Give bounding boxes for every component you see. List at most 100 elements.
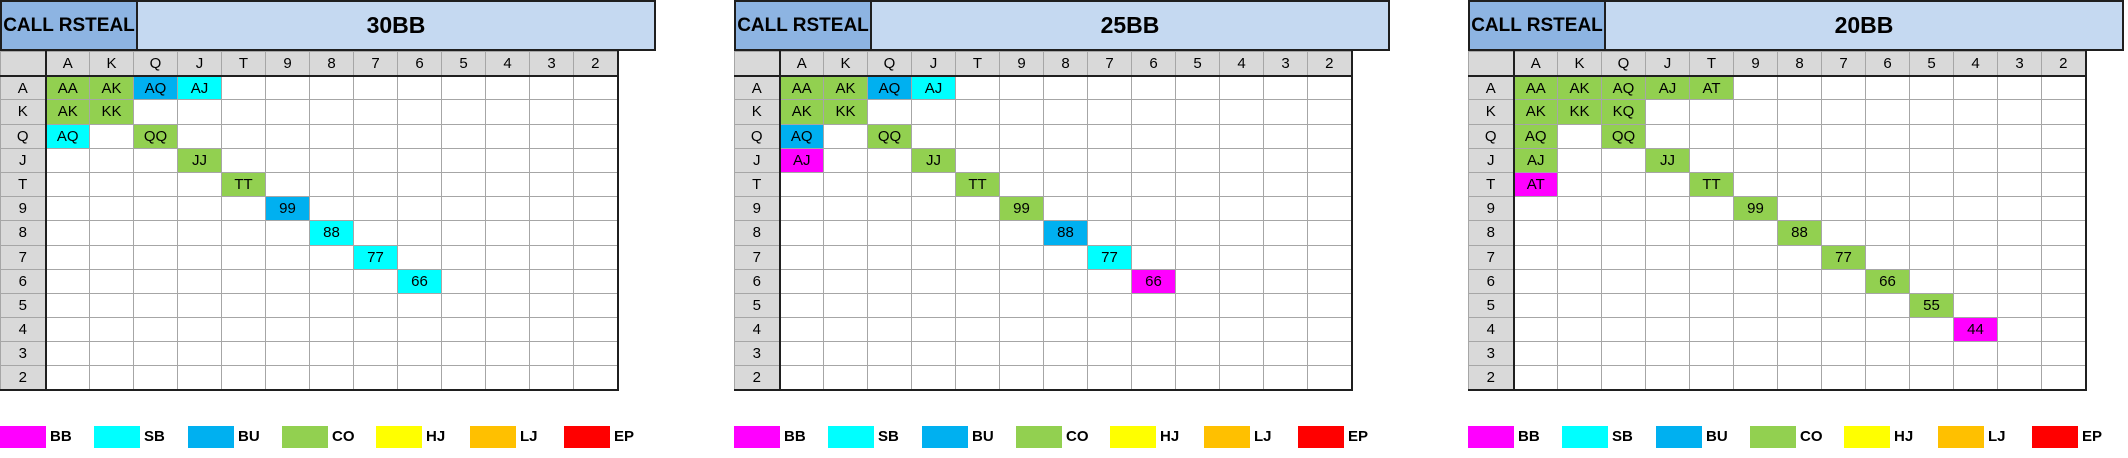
grid-row: 8 88 xyxy=(734,220,1353,246)
empty-cell xyxy=(1689,99,1734,125)
empty-cell xyxy=(133,147,178,173)
empty-cell xyxy=(2041,147,2087,173)
grid-row: K AK KK KQ xyxy=(1468,99,2087,125)
grid-row: 2 xyxy=(1468,365,2087,392)
row-header: 4 xyxy=(734,317,781,343)
empty-cell xyxy=(1953,147,1998,173)
empty-cell xyxy=(45,220,90,246)
legend-label-bu: BU xyxy=(238,428,260,445)
empty-cell xyxy=(1263,292,1308,319)
hand-cell-jj: JJ xyxy=(911,147,956,173)
empty-cell xyxy=(1777,268,1822,294)
hand-cell-aj: AJ xyxy=(1645,75,1690,101)
empty-cell xyxy=(1953,341,1998,367)
empty-cell xyxy=(441,365,486,392)
empty-cell xyxy=(1043,292,1088,319)
empty-cell xyxy=(955,75,1000,101)
empty-cell xyxy=(1997,147,2042,173)
empty-cell xyxy=(1219,196,1264,222)
hand-cell-jj: JJ xyxy=(177,147,222,173)
empty-cell xyxy=(45,196,90,222)
empty-cell xyxy=(1087,317,1132,343)
empty-cell xyxy=(1557,244,1602,270)
legend-label-ep: EP xyxy=(1348,428,1369,445)
empty-cell xyxy=(1263,171,1308,198)
empty-cell xyxy=(309,292,354,319)
empty-cell xyxy=(1131,123,1176,149)
empty-cell xyxy=(1087,341,1132,367)
empty-cell xyxy=(1997,75,2042,101)
hand-cell-55: 55 xyxy=(1909,292,1954,319)
row-header: 6 xyxy=(0,268,47,294)
empty-cell xyxy=(1087,365,1132,392)
empty-cell xyxy=(353,99,398,125)
empty-cell xyxy=(1865,123,1910,149)
grid-row: Q AQ QQ xyxy=(1468,123,2087,149)
empty-cell xyxy=(1307,220,1353,246)
hand-cell-77: 77 xyxy=(1821,244,1866,270)
empty-cell xyxy=(1645,244,1690,270)
grid-row: 6 66 xyxy=(1468,268,2087,294)
empty-cell xyxy=(485,341,530,367)
row-header: A xyxy=(734,75,781,101)
empty-cell xyxy=(441,244,486,270)
empty-cell xyxy=(353,171,398,198)
empty-cell xyxy=(1733,292,1778,319)
empty-cell xyxy=(177,99,222,125)
empty-cell xyxy=(485,196,530,222)
empty-cell xyxy=(1777,123,1822,149)
empty-cell xyxy=(1953,75,1998,101)
empty-cell xyxy=(529,365,574,392)
empty-cell xyxy=(1131,341,1176,367)
empty-cell xyxy=(1087,268,1132,294)
empty-cell xyxy=(999,268,1044,294)
empty-cell xyxy=(221,317,266,343)
empty-cell xyxy=(1557,365,1602,392)
empty-cell xyxy=(1821,147,1866,173)
hand-cell-tt: TT xyxy=(221,171,266,198)
empty-cell xyxy=(1175,75,1220,101)
empty-cell xyxy=(133,171,178,198)
empty-cell xyxy=(779,292,824,319)
column-header: 6 xyxy=(1865,50,1910,77)
empty-cell xyxy=(1557,123,1602,149)
empty-cell xyxy=(1175,220,1220,246)
empty-cell xyxy=(867,220,912,246)
empty-cell xyxy=(1219,365,1264,392)
column-header: K xyxy=(823,50,868,77)
legend-label-hj: HJ xyxy=(1894,428,1914,445)
empty-cell xyxy=(1175,268,1220,294)
empty-cell xyxy=(999,292,1044,319)
legend-label-bb: BB xyxy=(784,428,806,445)
empty-cell xyxy=(2041,196,2087,222)
empty-cell xyxy=(1175,341,1220,367)
empty-cell xyxy=(1733,341,1778,367)
empty-cell xyxy=(1821,317,1866,343)
empty-cell xyxy=(133,317,178,343)
hand-cell-ak: AK xyxy=(1513,99,1558,125)
empty-cell xyxy=(1131,365,1176,392)
grid-row: J JJ xyxy=(0,147,619,173)
empty-cell xyxy=(1689,292,1734,319)
empty-cell xyxy=(1131,317,1176,343)
row-header: T xyxy=(734,171,781,198)
grid-row: 5 xyxy=(0,292,619,319)
empty-cell xyxy=(1307,317,1353,343)
hand-cell-77: 77 xyxy=(1087,244,1132,270)
hand-cell-88: 88 xyxy=(1777,220,1822,246)
empty-cell xyxy=(1733,123,1778,149)
empty-cell xyxy=(1777,341,1822,367)
legend-swatch-sb xyxy=(828,426,874,448)
empty-cell xyxy=(1307,268,1353,294)
empty-cell xyxy=(265,220,310,246)
empty-cell xyxy=(1131,196,1176,222)
empty-cell xyxy=(2041,244,2087,270)
grid-row: 8 88 xyxy=(0,220,619,246)
legend-label-lj: LJ xyxy=(520,428,538,445)
empty-cell xyxy=(573,220,619,246)
empty-cell xyxy=(955,196,1000,222)
empty-cell xyxy=(397,317,442,343)
grid-row: A AA AK AQ AJ AT xyxy=(1468,75,2087,101)
empty-cell xyxy=(353,75,398,101)
empty-cell xyxy=(911,99,956,125)
